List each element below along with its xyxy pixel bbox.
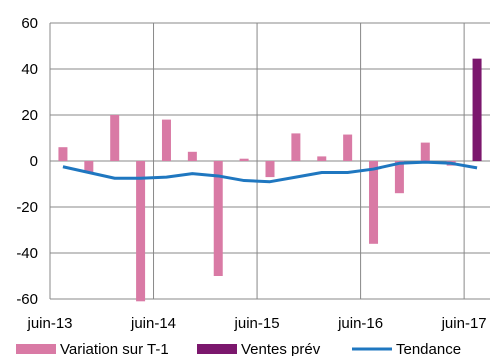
bar (213, 161, 223, 276)
x-tick-label: juin-13 (26, 315, 72, 332)
bar (84, 161, 94, 173)
legend: Variation sur T-1 Ventes prév Tendance (16, 341, 461, 356)
legend-item: Tendance (352, 341, 461, 356)
y-tick-label: -40 (16, 245, 38, 262)
x-axis-tick-labels: juin-13 juin-14 juin-15 juin-16 juin-17 (26, 315, 486, 332)
x-tick-label: juin-14 (130, 315, 176, 332)
bar (394, 161, 404, 194)
x-tick-label: juin-17 (441, 315, 487, 332)
bar (420, 142, 430, 161)
legend-swatch (197, 344, 237, 354)
bar (369, 161, 379, 244)
trend-line-group (62, 160, 478, 184)
y-tick-label: 0 (30, 153, 38, 170)
y-axis-tick-labels: -60 -40 -20 0 20 40 60 (16, 15, 38, 308)
bar (187, 151, 197, 161)
legend-label: Tendance (396, 341, 461, 356)
legend-swatch (16, 344, 56, 354)
y-tick-label: -20 (16, 199, 38, 216)
y-tick-label: 20 (21, 107, 38, 124)
legend-item: Variation sur T-1 (16, 341, 169, 356)
y-tick-label: -60 (16, 291, 38, 308)
bar (161, 119, 171, 161)
bar (136, 161, 146, 302)
legend-label: Variation sur T-1 (60, 341, 169, 356)
bar (343, 134, 353, 161)
bar (317, 156, 327, 161)
y-tick-label: 40 (21, 61, 38, 78)
x-tick-label: juin-15 (234, 315, 280, 332)
bar (472, 58, 482, 161)
bar (239, 158, 249, 161)
x-tick-label: juin-16 (337, 315, 383, 332)
bar (110, 115, 120, 161)
bar (265, 161, 275, 178)
bar (291, 133, 301, 161)
trend-line (62, 160, 478, 184)
bars (58, 58, 482, 302)
y-tick-label: 60 (21, 15, 38, 32)
grid (49, 22, 490, 300)
bar (58, 147, 68, 161)
legend-item: Ventes prév (197, 341, 321, 356)
legend-label: Ventes prév (241, 341, 321, 356)
